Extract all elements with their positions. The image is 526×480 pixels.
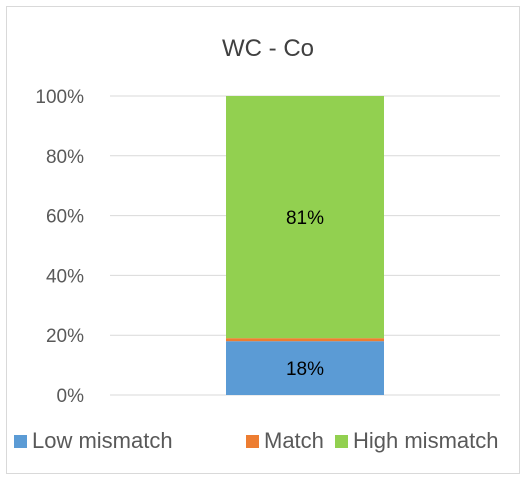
bar-segment-low-mismatch — [226, 341, 384, 395]
legend-item: Low mismatch — [14, 428, 173, 453]
bar-segment-high-mismatch — [226, 96, 384, 339]
legend: Low mismatch Match High mismatch — [14, 428, 498, 453]
legend-swatch — [335, 435, 348, 448]
y-tick-label: 100% — [35, 87, 84, 108]
data-label: 81% — [286, 208, 324, 229]
legend-item: Match — [246, 428, 324, 453]
data-labels: 18% 81% — [286, 208, 324, 380]
data-label: 18% — [286, 359, 324, 380]
legend-label: High mismatch — [353, 428, 498, 453]
y-axis-tick-labels: 0% 20% 40% 60% 80% 100% — [35, 87, 84, 407]
legend-swatch — [14, 435, 27, 448]
y-tick-label: 0% — [57, 386, 85, 407]
bar-segment-match — [226, 338, 384, 342]
legend-item: High mismatch — [335, 428, 498, 453]
y-tick-label: 20% — [46, 326, 84, 347]
legend-swatch — [246, 435, 259, 448]
y-tick-label: 80% — [46, 147, 84, 168]
bar-segments — [226, 96, 384, 395]
legend-label: Low mismatch — [32, 428, 173, 453]
y-tick-label: 40% — [46, 266, 84, 287]
chart-title: WC - Co — [222, 35, 314, 62]
legend-label: Match — [264, 428, 324, 453]
y-tick-label: 60% — [46, 207, 84, 228]
